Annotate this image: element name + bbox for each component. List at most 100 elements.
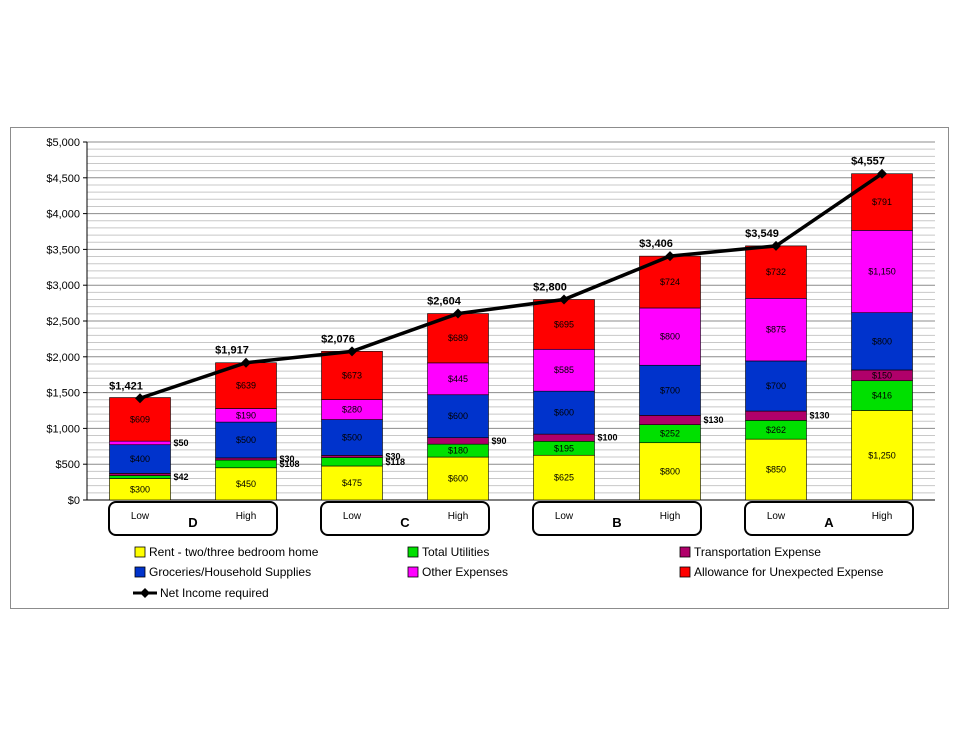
bar-segment-label: $90 xyxy=(492,436,507,446)
bar-segment-label: $108 xyxy=(280,459,300,469)
group-label: B xyxy=(612,515,621,530)
group-box xyxy=(532,501,702,536)
bar-segment-label: $195 xyxy=(554,443,574,453)
bar-segment-label: $300 xyxy=(130,484,150,494)
bar-segment-label: $130 xyxy=(704,415,724,425)
bar-segment-label: $724 xyxy=(660,277,680,287)
bar-segment xyxy=(851,173,913,231)
net-income-label: $2,076 xyxy=(321,333,355,345)
bar-segment-label: $732 xyxy=(766,267,786,277)
bar-segment-label: $875 xyxy=(766,325,786,335)
bar-segment-label: $118 xyxy=(386,457,406,467)
y-tick-label: $4,000 xyxy=(46,209,80,221)
bar-segment-label: $416 xyxy=(872,391,892,401)
bar-segment xyxy=(427,362,489,396)
bar-segment-label: $600 xyxy=(554,408,574,418)
bar-segment xyxy=(533,454,595,501)
y-tick-label: $1,000 xyxy=(46,423,80,435)
bar-segment-label: $252 xyxy=(660,429,680,439)
legend-swatch xyxy=(679,546,691,558)
legend-swatch xyxy=(134,566,146,578)
bar-segment xyxy=(109,475,171,479)
net-income-label: $3,549 xyxy=(745,228,779,240)
x-category-label: Low xyxy=(555,511,574,522)
legend-swatch xyxy=(134,546,146,558)
bar-segment-label: $50 xyxy=(174,438,189,448)
bar-segment xyxy=(851,410,913,501)
bar-segment-label: $445 xyxy=(448,374,468,384)
legend-label: Total Utilities xyxy=(422,545,489,559)
x-category-label: Low xyxy=(767,511,786,522)
net-income-label: $1,421 xyxy=(109,380,143,392)
bar-segment xyxy=(109,444,171,474)
bar-segment-label: $800 xyxy=(872,336,892,346)
group-box xyxy=(320,501,490,536)
bar-segment-label: $262 xyxy=(766,425,786,435)
y-tick-label: $3,000 xyxy=(46,280,80,292)
bar-segment xyxy=(321,419,383,456)
y-tick-label: $4,500 xyxy=(46,173,80,185)
legend-label: Groceries/Household Supplies xyxy=(149,565,311,579)
bar-segment xyxy=(109,473,171,476)
net-income-label: $4,557 xyxy=(851,156,885,168)
group-label: D xyxy=(188,515,197,530)
bar-segment-label: $700 xyxy=(766,381,786,391)
bar-segment xyxy=(745,298,807,362)
bar-segment-label: $450 xyxy=(236,479,256,489)
legend-label: Net Income required xyxy=(160,586,269,600)
x-category-label: Low xyxy=(131,511,150,522)
bar-segment-label: $280 xyxy=(342,405,362,415)
bar-segment xyxy=(215,459,277,469)
bar-segment-label: $609 xyxy=(130,414,150,424)
legend-label: Rent - two/three bedroom home xyxy=(149,545,319,559)
bar-segment xyxy=(851,230,913,313)
bar-segment xyxy=(745,438,807,501)
bar-segment xyxy=(215,467,277,501)
bar-segment xyxy=(639,364,701,416)
bar-segment-label: $639 xyxy=(236,381,256,391)
bar-segment xyxy=(639,307,701,366)
net-income-label: $2,604 xyxy=(427,296,462,308)
bar-segment-label: $150 xyxy=(872,370,892,380)
bar-segment-label: $700 xyxy=(660,385,680,395)
bar-segment-label: $500 xyxy=(236,435,256,445)
bar-segment xyxy=(109,397,171,442)
y-tick-label: $2,000 xyxy=(46,352,80,364)
net-income-label: $1,917 xyxy=(215,345,249,357)
group-box xyxy=(108,501,278,536)
x-category-label: Low xyxy=(343,511,362,522)
bar-segment-label: $100 xyxy=(598,433,618,443)
legend-swatch xyxy=(407,566,419,578)
legend-swatch xyxy=(407,546,419,558)
bar-segment xyxy=(851,312,913,371)
y-tick-label: $5,000 xyxy=(46,137,80,149)
legend-swatch xyxy=(679,566,691,578)
bar-segment-label: $475 xyxy=(342,478,362,488)
bar-segment xyxy=(533,433,595,442)
net-income-marker xyxy=(453,308,463,319)
net-income-marker xyxy=(877,168,887,179)
bar-segment-label: $30 xyxy=(386,451,401,461)
bar-segment-label: $695 xyxy=(554,319,574,329)
net-income-marker xyxy=(135,393,145,404)
bar-segment xyxy=(321,455,383,458)
bar-segment-label: $180 xyxy=(448,446,468,456)
y-tick-label: $500 xyxy=(56,459,80,471)
bar-segment xyxy=(639,415,701,425)
bar-segment-label: $190 xyxy=(236,410,256,420)
bar-segment-label: $625 xyxy=(554,473,574,483)
legend-label: Transportation Expense xyxy=(694,545,821,559)
bar-segment xyxy=(745,245,807,299)
group-label: C xyxy=(400,515,410,530)
x-category-label: High xyxy=(660,511,681,522)
bar-segment xyxy=(745,410,807,421)
legend-label: Other Expenses xyxy=(422,565,508,579)
net-income-label: $3,406 xyxy=(639,238,673,250)
bar-segment-label: $600 xyxy=(448,474,468,484)
bar-segment-label: $400 xyxy=(130,454,150,464)
net-income-marker xyxy=(665,251,675,262)
legend-label: Allowance for Unexpected Expense xyxy=(694,565,884,579)
bar-segment-label: $800 xyxy=(660,466,680,476)
bar-segment xyxy=(427,394,489,439)
net-income-marker xyxy=(559,294,569,305)
